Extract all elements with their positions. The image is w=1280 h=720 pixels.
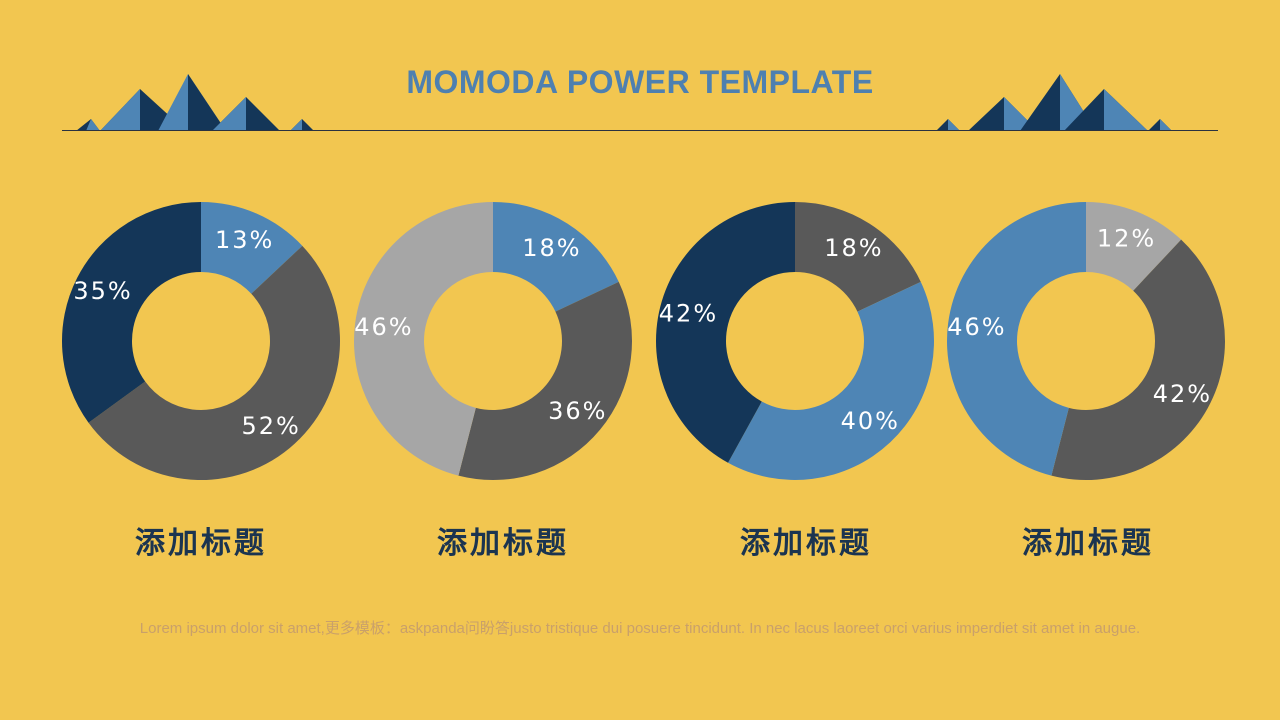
chart-2-slice-2-label: 36% — [548, 397, 607, 425]
chart-1-slice-2-label: 52% — [241, 412, 300, 440]
chart-2-slice-3 — [353, 202, 493, 476]
mountains-right-decoration — [936, 74, 1172, 131]
chart-2-slice-1-label: 18% — [522, 234, 581, 262]
page-title: MOMODA POWER TEMPLATE — [406, 64, 874, 100]
chart-3-slice-2-label: 40% — [841, 407, 900, 435]
chart-1-slice-1 — [201, 202, 303, 294]
chart-4-slice-1 — [1086, 202, 1182, 291]
chart-4-slice-3 — [947, 202, 1086, 476]
chart-1-slice-3-label: 35% — [73, 277, 132, 305]
chart-3-slice-1 — [795, 202, 921, 312]
chart-2-slice-3-label: 46% — [354, 313, 413, 341]
chart-title-1: 添加标题 — [135, 526, 267, 561]
chart-title-4: 添加标题 — [1022, 526, 1154, 561]
chart-3-slice-2 — [728, 281, 934, 480]
header-divider — [62, 130, 1218, 131]
chart-1-slice-3 — [61, 202, 201, 423]
chart-title-3: 添加标题 — [740, 526, 872, 561]
chart-4-slice-2-label: 42% — [1153, 380, 1212, 408]
chart-1-slice-2 — [88, 245, 340, 480]
chart-4-slice-3-label: 46% — [947, 313, 1006, 341]
chart-3-slice-1-label: 18% — [824, 234, 883, 262]
chart-2-slice-2 — [458, 281, 632, 480]
chart-1-slice-1-label: 13% — [215, 226, 274, 254]
chart-title-2: 添加标题 — [437, 526, 569, 561]
mountains-left-decoration — [76, 74, 314, 131]
footer-text: Lorem ipsum dolor sit amet,更多模板：askpanda… — [139, 620, 1141, 637]
chart-3-slice-3 — [656, 202, 795, 463]
chart-4-slice-1-label: 12% — [1097, 225, 1156, 253]
chart-4-slice-2 — [1051, 239, 1225, 481]
chart-2-slice-1 — [493, 202, 619, 312]
chart-3-slice-3-label: 42% — [659, 300, 718, 328]
